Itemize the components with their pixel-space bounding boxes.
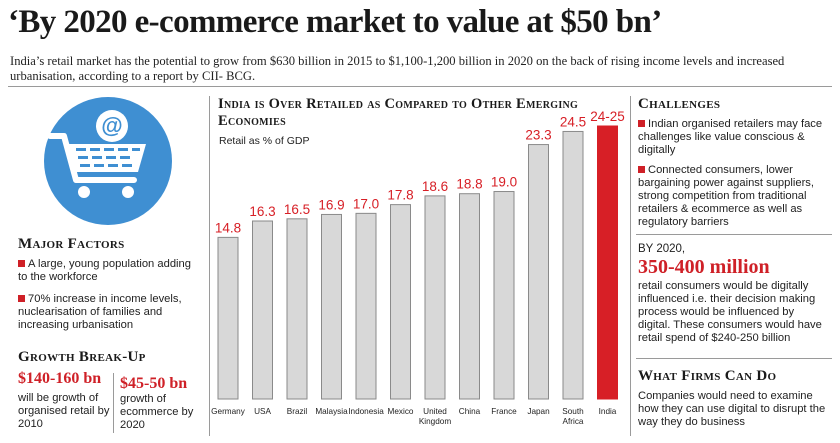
by2020-value: 350-400 million xyxy=(638,256,770,278)
what-firms-text: Companies would need to examine how they… xyxy=(638,390,826,428)
bar-germany xyxy=(217,236,239,400)
major-factor-item-2: 70% increase in income levels, nuclearis… xyxy=(18,293,182,331)
challenge-item-1: Indian organised retailers may face chal… xyxy=(638,118,823,156)
major-factor-item-1: A large, young population adding to the … xyxy=(18,258,191,283)
chart-subtitle: Retail as % of GDP xyxy=(219,135,310,147)
challenges-title: Challenges xyxy=(638,96,721,112)
value-label-brazil: 16.5 xyxy=(284,202,310,217)
right-column-divider xyxy=(630,96,631,436)
category-label-united-kingdom: United xyxy=(423,407,447,416)
intro-text: India’s retail market has the potential … xyxy=(10,54,785,83)
bar-india xyxy=(597,125,618,400)
challenge-item-2: Connected consumers, lower bargaining po… xyxy=(638,164,815,228)
bar-usa xyxy=(252,220,273,400)
by2020-lead: BY 2020, xyxy=(638,243,686,255)
shopping-cart-at-icon: @ xyxy=(44,97,172,225)
category-label-germany: Germany xyxy=(211,407,246,416)
bar-brazil xyxy=(286,218,308,400)
by2020-text: retail consumers would be digitally infl… xyxy=(638,280,822,344)
value-label-germany: 14.8 xyxy=(215,220,241,235)
category-label-united-kingdom: Kingdom xyxy=(419,417,451,426)
bar-united-kingdom xyxy=(424,195,446,400)
right-divider-1 xyxy=(636,234,832,235)
bullet-square-icon xyxy=(18,295,25,302)
bar-france xyxy=(493,191,515,400)
value-label-japan: 23.3 xyxy=(525,128,551,143)
category-label-china: China xyxy=(459,407,481,416)
value-label-india: 24-25 xyxy=(590,109,625,124)
bar-indonesia xyxy=(355,212,377,400)
at-symbol: @ xyxy=(101,113,122,138)
category-label-usa: USA xyxy=(254,407,271,416)
category-label-south-africa: South xyxy=(562,407,584,416)
category-label-south-africa: Africa xyxy=(563,417,584,426)
category-label-mexico: Mexico xyxy=(388,407,414,416)
category-label-india: India xyxy=(599,407,617,416)
bar-south-africa xyxy=(562,130,584,400)
growth-breakup-title: Growth Break-Up xyxy=(18,349,146,365)
bar-china xyxy=(459,193,480,400)
bar-mexico xyxy=(390,204,411,400)
category-label-indonesia: Indonesia xyxy=(348,407,384,416)
growth-organised-value: $140-160 bn xyxy=(18,370,102,387)
right-divider-2 xyxy=(636,358,832,359)
value-label-united-kingdom: 18.6 xyxy=(422,179,448,194)
bullet-square-icon xyxy=(638,120,645,127)
category-label-brazil: Brazil xyxy=(287,407,308,416)
growth-ecommerce-text: growth of ecommerce by 2020 xyxy=(120,393,194,431)
major-factors-title: Major Factors xyxy=(18,236,125,252)
bullet-square-icon xyxy=(638,166,645,173)
value-label-usa: 16.3 xyxy=(249,204,275,219)
growth-organised-text: will be growth of organised retail by 20… xyxy=(18,392,110,430)
category-label-france: France xyxy=(491,407,517,416)
bar-japan xyxy=(528,144,549,400)
value-label-indonesia: 17.0 xyxy=(353,196,379,211)
left-column-divider xyxy=(209,96,210,436)
category-label-japan: Japan xyxy=(527,407,550,416)
bar-malaysia xyxy=(321,213,342,400)
bullet-square-icon xyxy=(18,260,25,267)
category-label-malaysia: Malaysia xyxy=(315,407,348,416)
bar-chart: 14.8 Germany 16.3 USA 16.5 Brazil 16.9 Malaysia… xyxy=(211,109,625,426)
headline: ‘By 2020 e-commerce market to value at $… xyxy=(8,4,662,40)
value-label-south-africa: 24.5 xyxy=(560,114,586,129)
value-label-mexico: 17.8 xyxy=(387,188,413,203)
top-divider xyxy=(8,86,832,87)
value-label-france: 19.0 xyxy=(491,175,517,190)
what-firms-title: What Firms Can Do xyxy=(638,368,777,384)
growth-divider xyxy=(113,373,114,433)
chart-title: India is Over Retailed as Compared to Ot… xyxy=(218,96,579,129)
value-label-china: 18.8 xyxy=(456,177,482,192)
value-label-malaysia: 16.9 xyxy=(318,197,344,212)
growth-ecommerce-value: $45-50 bn xyxy=(120,375,188,392)
